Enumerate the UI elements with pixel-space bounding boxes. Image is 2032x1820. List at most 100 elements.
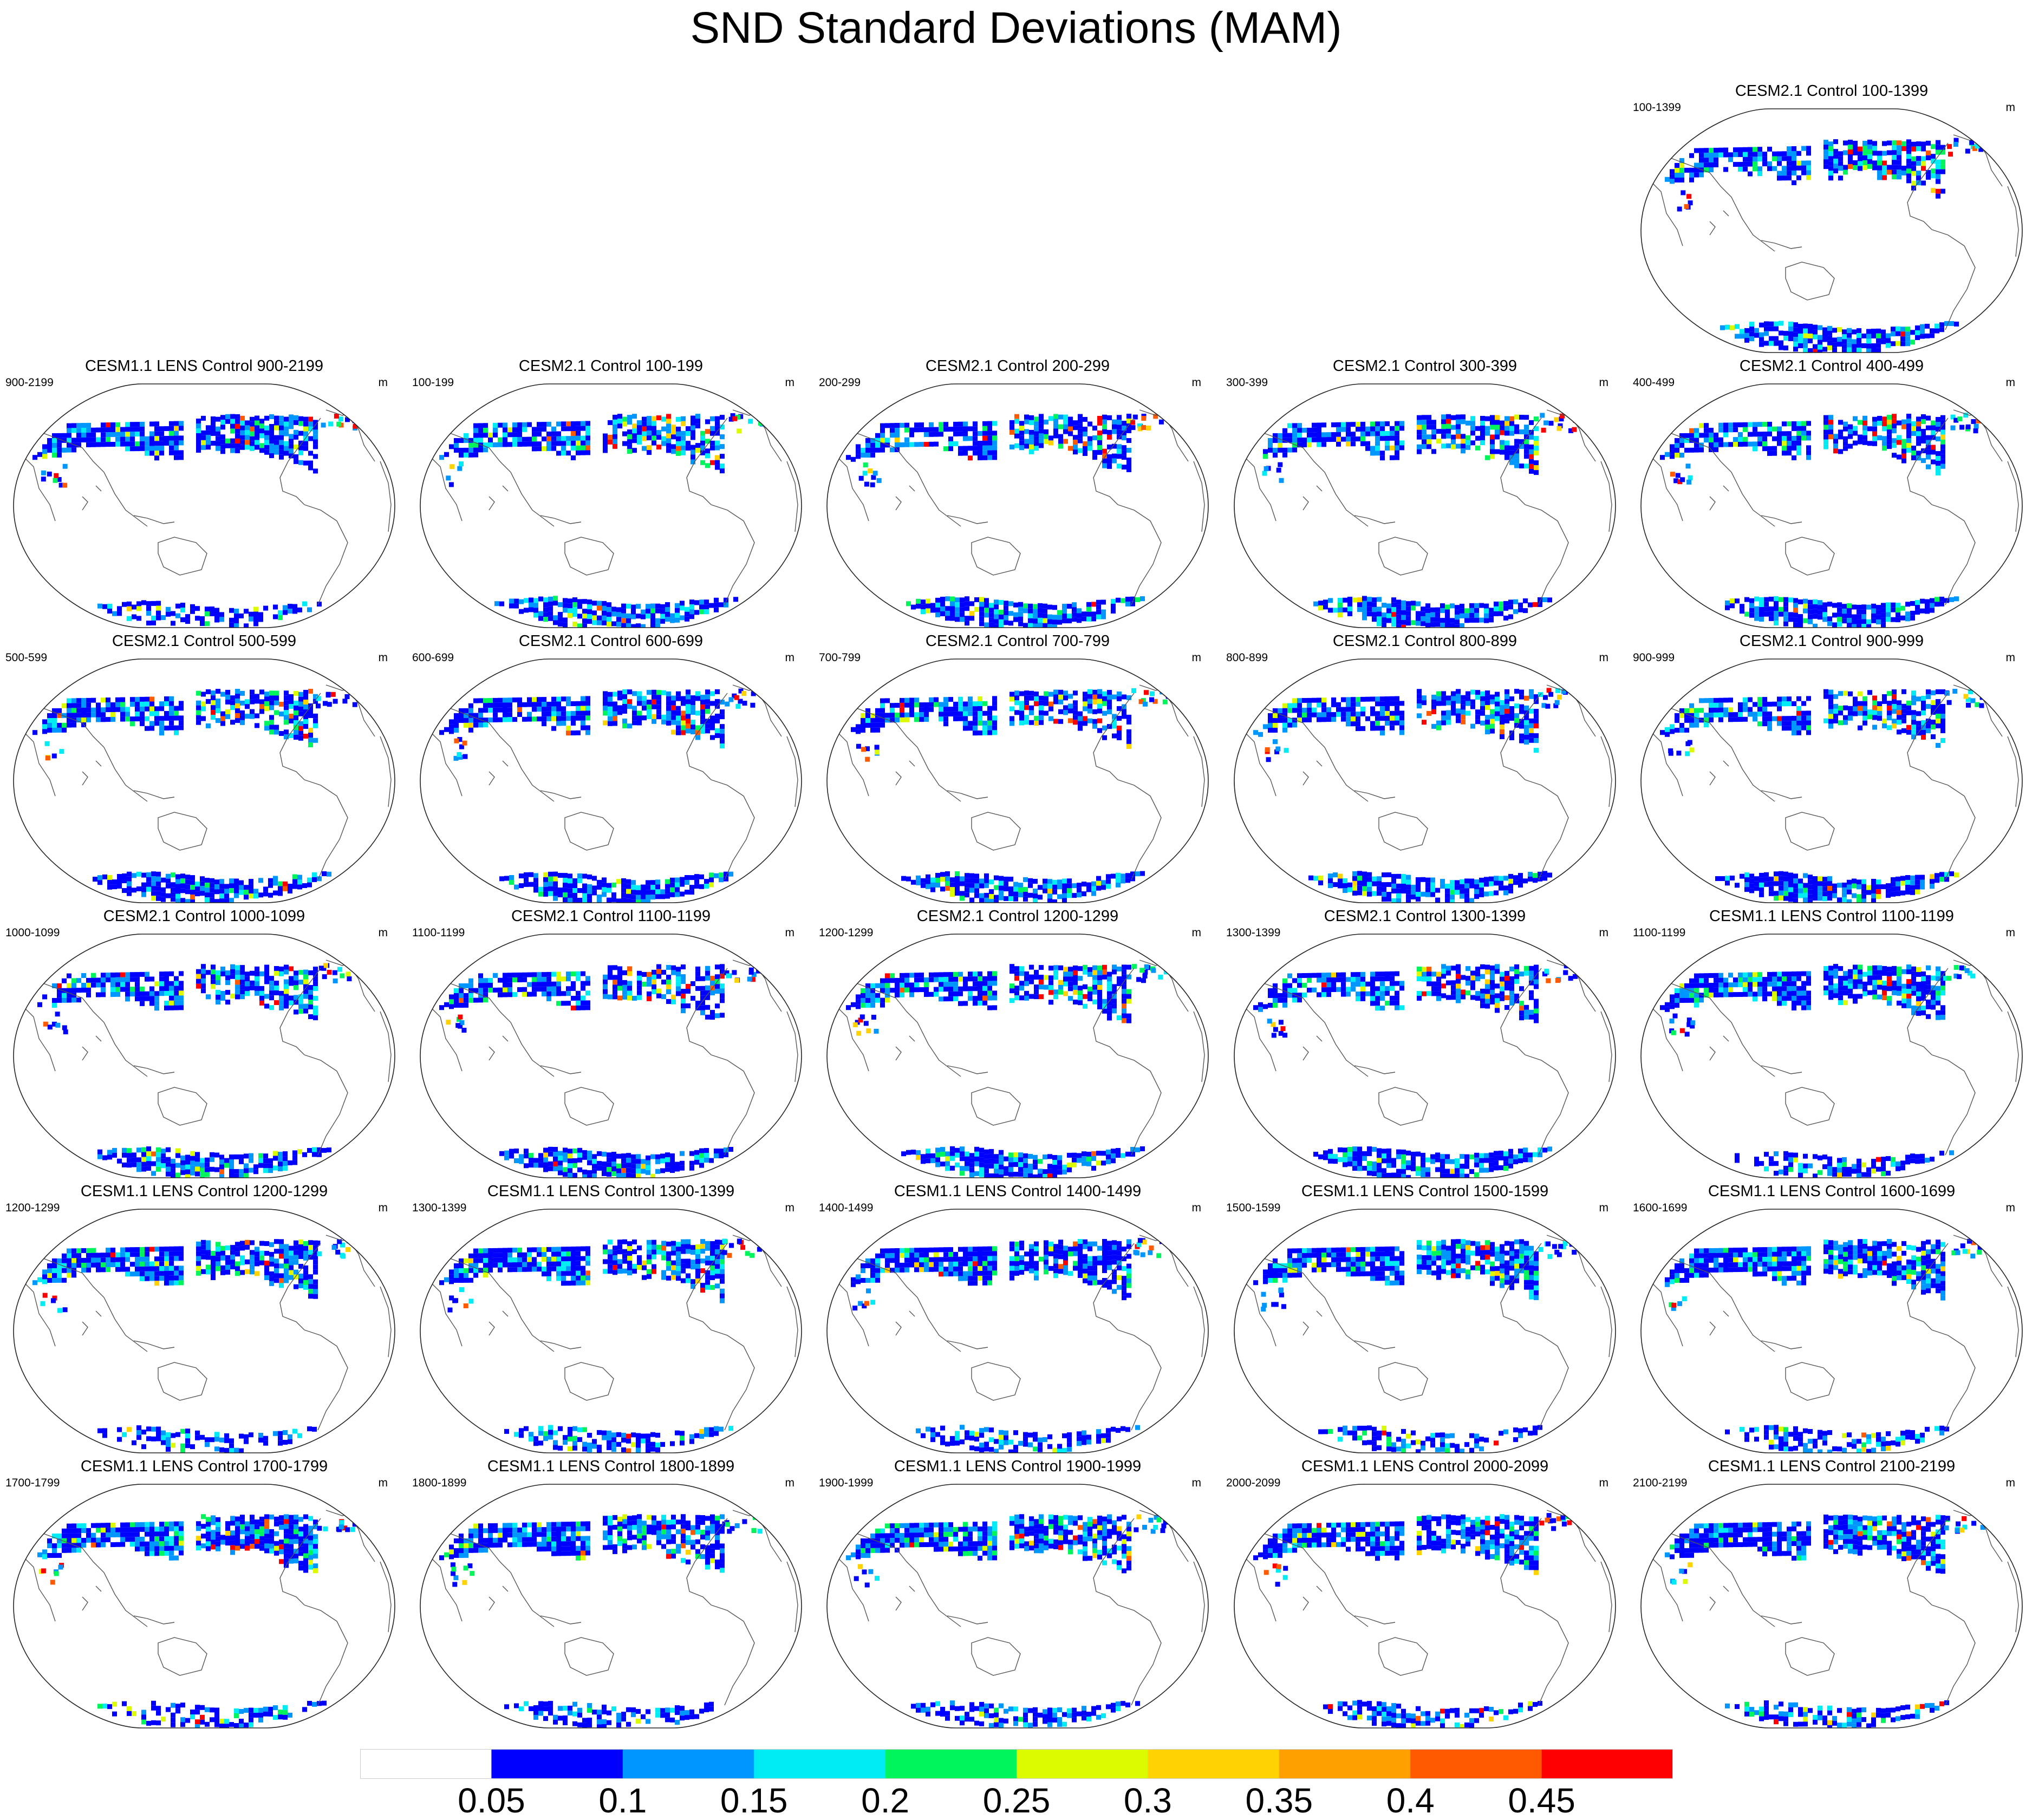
snow-depth-field bbox=[1262, 413, 1578, 630]
colorbar bbox=[360, 1749, 1673, 1779]
colorbar-tick-label: 0.35 bbox=[1246, 1782, 1313, 1819]
colorbar-segment bbox=[491, 1749, 623, 1779]
panel-title: CESM2.1 Control 500-599 bbox=[1, 631, 407, 651]
world-map bbox=[1629, 1480, 2032, 1730]
world-map bbox=[408, 655, 814, 905]
panel-title: CESM2.1 Control 1200-1299 bbox=[815, 906, 1221, 926]
snow-depth-field bbox=[1253, 963, 1578, 1180]
snow-depth-field bbox=[1253, 1239, 1577, 1454]
snow-depth-field bbox=[851, 1238, 1164, 1454]
panel-title: CESM2.1 Control 400-499 bbox=[1629, 356, 2032, 376]
panel-title: CESM1.1 LENS Control 1600-1699 bbox=[1629, 1182, 2032, 1201]
panel-title: CESM1.1 LENS Control 1900-1999 bbox=[815, 1457, 1221, 1476]
world-map bbox=[815, 930, 1221, 1180]
snow-depth-field bbox=[439, 964, 761, 1180]
snow-depth-field bbox=[439, 1238, 762, 1454]
panel-title: CESM2.1 Control 900-999 bbox=[1629, 631, 2032, 651]
colorbar-segment bbox=[754, 1749, 885, 1779]
snow-depth-field bbox=[32, 413, 358, 629]
panel-title: CESM1.1 LENS Control 1400-1499 bbox=[815, 1182, 1221, 1201]
panel-title: CESM1.1 LENS Control 2100-2199 bbox=[1629, 1457, 2032, 1476]
snow-depth-field bbox=[439, 1514, 763, 1729]
snow-depth-field bbox=[846, 964, 1169, 1179]
world-map bbox=[1222, 930, 1628, 1180]
panel-title: CESM2.1 Control 800-899 bbox=[1222, 631, 1628, 651]
colorbar-tick-label: 0.15 bbox=[720, 1782, 788, 1819]
snow-depth-field bbox=[32, 688, 357, 904]
colorbar-tick-label: 0.05 bbox=[458, 1782, 525, 1819]
world-map bbox=[1629, 1205, 2032, 1455]
panel-title: CESM2.1 Control 100-199 bbox=[408, 356, 814, 376]
panel-title: CESM2.1 Control 1300-1399 bbox=[1222, 906, 1628, 926]
colorbar-tick-label: 0.3 bbox=[1124, 1782, 1172, 1819]
colorbar-tick-label: 0.1 bbox=[598, 1782, 647, 1819]
panel-title: CESM1.1 LENS Control 1200-1299 bbox=[1, 1182, 407, 1201]
snow-depth-field bbox=[439, 413, 765, 629]
snow-depth-field bbox=[846, 414, 1164, 629]
world-map bbox=[408, 930, 814, 1180]
panel-title: CESM2.1 Control 600-699 bbox=[408, 631, 814, 651]
snow-depth-field bbox=[1660, 963, 1982, 1178]
world-map bbox=[1629, 655, 2032, 905]
colorbar-segment bbox=[885, 1749, 1017, 1779]
snow-depth-field bbox=[37, 1514, 357, 1729]
snow-depth-field bbox=[1660, 413, 1981, 629]
panel-title: CESM2.1 Control 300-399 bbox=[1222, 356, 1628, 376]
snow-depth-field bbox=[439, 689, 761, 905]
colorbar-segment bbox=[1279, 1749, 1411, 1779]
colorbar-segment bbox=[623, 1749, 754, 1779]
world-map bbox=[1629, 380, 2032, 630]
world-map bbox=[1222, 380, 1628, 630]
panel-title: CESM1.1 LENS Control 1100-1199 bbox=[1629, 906, 2032, 926]
panel-title: CESM2.1 Control 700-799 bbox=[815, 631, 1221, 651]
colorbar-tick-label: 0.4 bbox=[1386, 1782, 1435, 1819]
snow-depth-field bbox=[1665, 138, 1984, 355]
colorbar-segment bbox=[1410, 1749, 1542, 1779]
snow-depth-field bbox=[851, 688, 1171, 905]
world-map bbox=[408, 380, 814, 630]
panel-title: CESM2.1 Control 1100-1199 bbox=[408, 906, 814, 926]
panel-title: CESM2.1 Control 1000-1099 bbox=[1, 906, 407, 926]
map-projection-outline bbox=[14, 1484, 395, 1728]
panel-title: CESM1.1 LENS Control 1800-1899 bbox=[408, 1457, 814, 1476]
panel-title: CESM1.1 LENS Control 1500-1599 bbox=[1222, 1182, 1628, 1201]
world-map bbox=[1, 1205, 407, 1455]
world-map bbox=[1629, 105, 2032, 355]
panel-title: CESM1.1 LENS Control 2000-2099 bbox=[1222, 1457, 1628, 1476]
colorbar-segment bbox=[1542, 1749, 1673, 1779]
snow-depth-field bbox=[846, 1514, 1169, 1728]
coastlines bbox=[1243, 960, 1612, 1155]
world-map bbox=[1, 380, 407, 630]
world-map bbox=[408, 1205, 814, 1455]
colorbar-tick-label: 0.2 bbox=[861, 1782, 909, 1819]
snow-depth-field bbox=[1253, 1513, 1572, 1729]
colorbar-segment bbox=[1017, 1749, 1148, 1779]
world-map bbox=[815, 1480, 1221, 1730]
world-map bbox=[815, 655, 1221, 905]
world-map bbox=[1222, 655, 1628, 905]
world-map bbox=[1, 1480, 407, 1730]
world-map bbox=[1, 930, 407, 1180]
colorbar-tick-label: 0.45 bbox=[1508, 1782, 1575, 1819]
snow-depth-field bbox=[32, 1238, 356, 1453]
